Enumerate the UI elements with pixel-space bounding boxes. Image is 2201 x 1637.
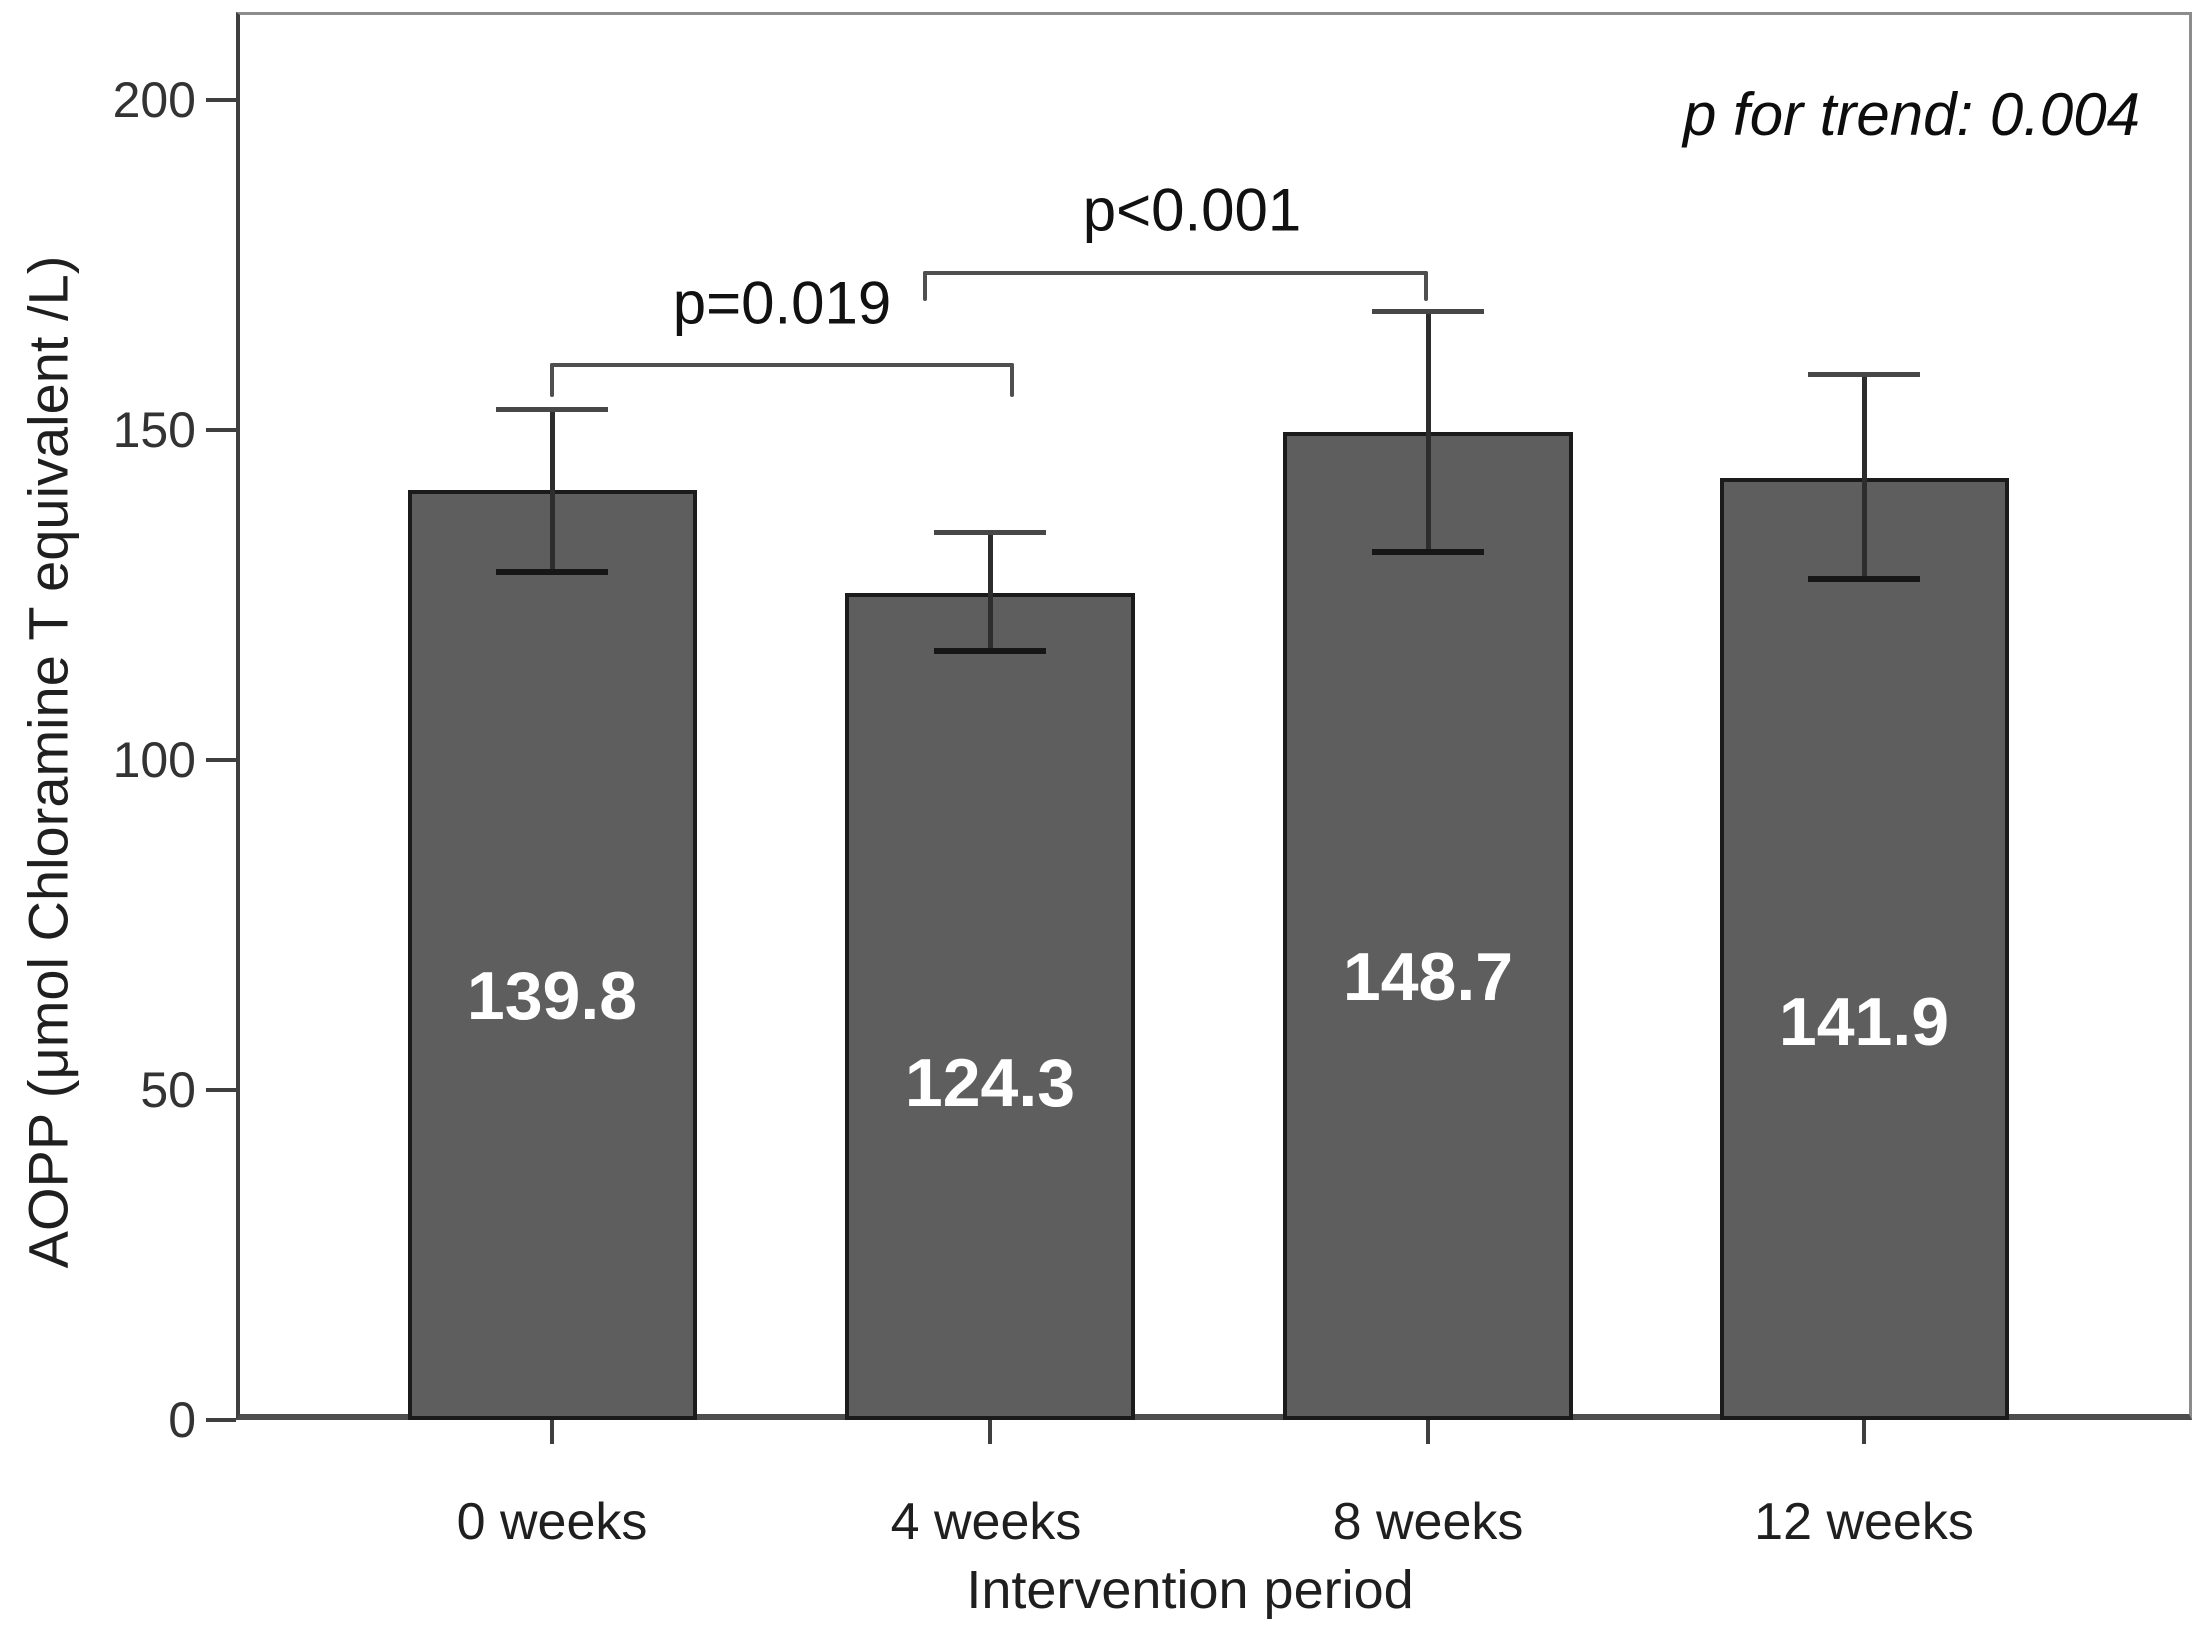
- y-tick-mark-200: [206, 98, 236, 102]
- sig-bracket-2-right-end: [1424, 271, 1428, 301]
- x-tick-mark-12-weeks: [1862, 1420, 1866, 1444]
- error-bar-line-0-weeks: [550, 410, 555, 573]
- sig-bracket-1-horizontal: [550, 363, 1014, 367]
- error-bar-cap-top-12-weeks: [1808, 372, 1920, 377]
- error-bar-cap-top-8-weeks: [1372, 309, 1484, 314]
- bar-0-weeks: [408, 490, 697, 1420]
- error-bar-cap-bottom-8-weeks: [1372, 549, 1484, 555]
- error-bar-cap-bottom-0-weeks: [496, 569, 608, 575]
- bar-4-weeks: [845, 593, 1135, 1420]
- p-for-trend-annotation: p for trend: 0.004: [1683, 81, 2140, 148]
- error-bar-line-12-weeks: [1862, 375, 1867, 580]
- error-bar-cap-top-0-weeks: [496, 407, 608, 412]
- bar-8-weeks: [1283, 432, 1573, 1420]
- bar-value-label-8-weeks: 148.7: [1342, 939, 1514, 1015]
- y-tick-mark-150: [206, 428, 236, 432]
- x-tick-label-8-weeks: 8 weeks: [1332, 1493, 1524, 1551]
- x-tick-mark-8-weeks: [1426, 1420, 1430, 1444]
- sig-bracket-1-right-end: [1010, 363, 1014, 397]
- x-tick-mark-4-weeks: [988, 1420, 992, 1444]
- sig-label-p-0019: p=0.019: [672, 269, 892, 337]
- error-bar-cap-top-4-weeks: [934, 530, 1046, 535]
- y-axis-title: AOPP (μmol Chloramine T equivalent /L): [16, 255, 80, 1269]
- x-axis-title: Intervention period: [966, 1560, 1414, 1620]
- error-bar-line-4-weeks: [988, 533, 993, 653]
- x-tick-mark-0-weeks: [550, 1420, 554, 1444]
- sig-bracket-2-left-end: [923, 271, 927, 301]
- error-bar-cap-bottom-4-weeks: [934, 648, 1046, 654]
- bar-12-weeks: [1720, 478, 2009, 1420]
- y-tick-mark-100: [206, 758, 236, 762]
- y-tick-mark-50: [206, 1088, 236, 1092]
- x-tick-label-0-weeks: 0 weeks: [456, 1493, 648, 1551]
- y-tick-label-200: 200: [112, 72, 196, 128]
- bar-value-label-12-weeks: 141.9: [1778, 984, 1950, 1060]
- y-tick-label-0: 0: [168, 1392, 196, 1448]
- y-tick-label-50: 50: [140, 1062, 196, 1118]
- y-tick-label-100: 100: [112, 732, 196, 788]
- sig-bracket-2-horizontal: [923, 271, 1428, 275]
- bar-value-label-4-weeks: 124.3: [904, 1045, 1076, 1121]
- error-bar-line-8-weeks: [1426, 312, 1431, 553]
- y-tick-label-150: 150: [112, 402, 196, 458]
- error-bar-cap-bottom-12-weeks: [1808, 576, 1920, 582]
- sig-bracket-1-left-end: [550, 363, 554, 397]
- bar-value-label-0-weeks: 139.8: [466, 958, 638, 1034]
- x-tick-label-12-weeks: 12 weeks: [1754, 1493, 1974, 1551]
- y-tick-mark-0: [206, 1418, 236, 1422]
- x-tick-label-4-weeks: 4 weeks: [890, 1493, 1082, 1551]
- sig-label-p-0001: p<0.001: [1082, 176, 1302, 244]
